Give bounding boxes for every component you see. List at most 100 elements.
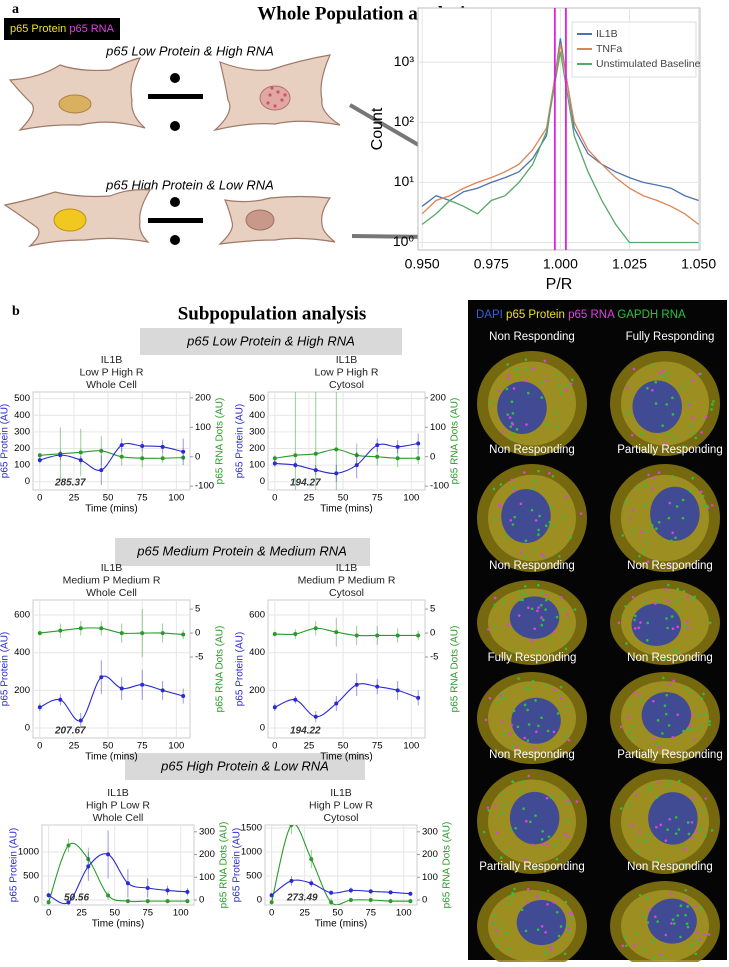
rna-dot (643, 504, 647, 507)
rna-dot (540, 380, 544, 384)
data-point (119, 631, 124, 636)
y-tick-label: 400 (249, 410, 265, 421)
data-point (86, 864, 91, 869)
rna-dot (654, 915, 657, 918)
x-tick-label: 100 (403, 741, 419, 752)
y-tick-label: 10⁰ (393, 233, 415, 249)
rna-dot (661, 369, 665, 372)
rna-dot (499, 793, 503, 796)
rna-dot (639, 698, 643, 702)
rna-dot (631, 509, 635, 513)
data-point (293, 697, 298, 702)
rna-dot (679, 935, 682, 939)
y2-axis-label: p65 RNA Dots (AU) (215, 398, 226, 485)
data-point (408, 899, 413, 904)
data-point (368, 898, 373, 902)
rna-dot (495, 701, 498, 705)
rna-dot (511, 412, 515, 415)
data-point (334, 701, 339, 706)
rna-dot (548, 638, 552, 641)
rna-dot (686, 905, 689, 908)
nucleus (511, 697, 561, 744)
rna-dot (561, 795, 565, 799)
rna-dot (686, 626, 690, 629)
nucleus (631, 603, 682, 647)
data-point (269, 893, 274, 898)
y-axis-label: p65 Protein (AU) (9, 828, 20, 902)
rna-dot (704, 834, 707, 837)
data-point (119, 443, 124, 448)
data-point (354, 682, 359, 687)
rna-dot (579, 512, 583, 515)
rna-dot (626, 386, 629, 390)
rna-dot (646, 621, 650, 625)
rna-dot (691, 598, 695, 601)
x-tick-label: 25 (304, 493, 315, 504)
rna-dot (495, 831, 499, 835)
nucleus (245, 209, 275, 231)
rna-dot (666, 432, 670, 435)
y2-axis-label: p65 RNA Dots (AU) (442, 822, 453, 909)
y2-tick-label: 300 (199, 826, 215, 837)
cell-label: Non Responding (489, 331, 575, 343)
x-axis-label: P/R (546, 276, 573, 293)
rna-dot (668, 817, 672, 821)
data-point (160, 688, 165, 693)
rna-dot (545, 796, 549, 800)
rna-dot (665, 617, 668, 620)
rna-dot (520, 791, 523, 794)
data-point (309, 881, 314, 886)
rna-dot (702, 808, 705, 812)
rna-dot (658, 371, 662, 375)
rna-dot (546, 889, 550, 893)
rna-dot (676, 609, 680, 613)
rna-dot (646, 921, 650, 924)
plot-area (32, 391, 191, 491)
rna-dot (659, 953, 663, 956)
data-point (99, 448, 104, 453)
data-point (66, 900, 71, 905)
rna-dot (694, 830, 698, 833)
cell-label: Non Responding (627, 560, 713, 572)
rna-dot (699, 725, 702, 729)
nucleus (632, 380, 682, 433)
rna-dot (659, 823, 663, 827)
rna-dot (525, 555, 528, 558)
data-point (289, 878, 294, 883)
plot-content (37, 427, 186, 486)
rna-dot (671, 396, 674, 400)
rna-dot (540, 925, 544, 928)
rna-dot (654, 602, 657, 605)
rna-dot (544, 524, 548, 528)
micrograph-cells: Non Responding Fully Responding Non Respon… (477, 331, 723, 967)
rna-dot (669, 779, 672, 783)
rna-dot (638, 830, 641, 834)
cell-label: Partially Responding (617, 749, 722, 761)
rna-dot (524, 539, 528, 543)
rna-dot (558, 554, 561, 558)
rna-dot (631, 529, 635, 533)
rna-dot (692, 738, 696, 741)
rna-dot (712, 400, 715, 403)
rna-dot (552, 525, 556, 529)
rna-dot (521, 598, 524, 602)
rna-dot (633, 944, 636, 947)
rna-dot (526, 739, 530, 742)
data-point (78, 718, 83, 723)
rna-dot (710, 829, 714, 832)
rna-dot (630, 434, 634, 437)
data-point (125, 881, 130, 886)
data-point (78, 450, 83, 455)
data-point (354, 633, 359, 638)
rna-dot (567, 383, 570, 387)
rna-dot (702, 933, 706, 936)
rna-dot (548, 471, 551, 475)
rna-dot (531, 680, 535, 683)
rna-dot (687, 832, 691, 836)
annotation: 50.56 (64, 893, 89, 904)
rna-dot (648, 907, 652, 911)
rna-dot (666, 371, 670, 375)
rna-dot (617, 621, 621, 625)
rna-dot (513, 489, 516, 493)
rna-dot (698, 937, 702, 941)
